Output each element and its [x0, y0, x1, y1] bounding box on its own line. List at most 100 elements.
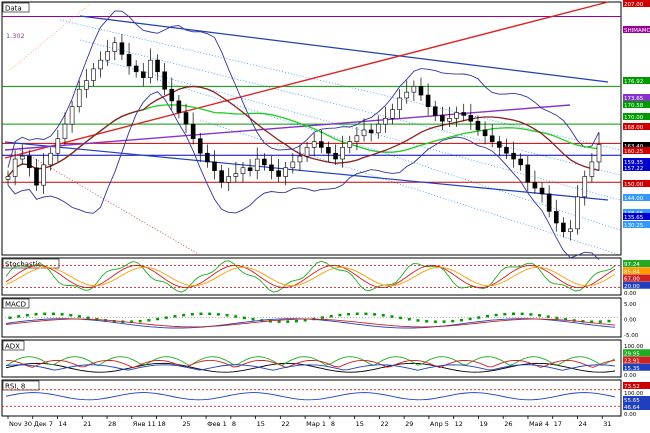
x-tick-label-8: Фев 1 — [207, 420, 227, 428]
x-tick-label-21: Май 4 — [529, 420, 549, 428]
macd-histogram-dot-14 — [130, 320, 134, 323]
panel-title-box-4 — [2, 380, 40, 391]
candle-body-61 — [440, 115, 445, 122]
candle-body-36 — [262, 158, 267, 166]
x-tick-label-15: 22 — [380, 420, 388, 428]
macd-histogram-dot-15 — [138, 319, 142, 323]
candle-body-45 — [326, 147, 331, 154]
macd-histogram-dot-27 — [242, 316, 246, 320]
candle-body-4 — [34, 167, 39, 186]
macd-histogram-dot-19 — [173, 315, 177, 318]
price-axis-tag-4 — [623, 101, 650, 108]
candle-body-69 — [497, 141, 502, 148]
candle-body-21 — [155, 59, 160, 73]
candle-body-64 — [461, 112, 467, 116]
indicator-axis-tag-4-3 — [623, 403, 650, 410]
macd-histogram-dot-45 — [399, 316, 403, 320]
candle-body-17 — [126, 54, 132, 67]
candle-body-65 — [468, 115, 474, 122]
indicator-axis-label-4-2: 55.65 — [624, 398, 640, 404]
macd-histogram-dot-7 — [69, 313, 73, 317]
candle-body-11 — [84, 80, 89, 90]
stochastic-slow — [5, 266, 616, 287]
macd-histogram-dot-17 — [156, 317, 160, 321]
candle-body-0 — [5, 176, 11, 180]
macd-histogram-dot-0 — [8, 316, 12, 319]
indicator-axis-tag-1-3 — [623, 281, 650, 289]
panel-title-box-1 — [2, 258, 60, 269]
macd-histogram-dot-42 — [373, 313, 377, 316]
candle-body-24 — [176, 100, 182, 113]
indicator-axis-tag-1-2 — [623, 274, 650, 282]
purple-trend-line — [4, 104, 571, 151]
price-axis-tag-12 — [623, 194, 650, 201]
panel-title-0: Data — [5, 5, 22, 13]
x-tick-label-14: 15 — [356, 420, 364, 428]
panel-title-4: RSI, 8 — [5, 383, 25, 391]
price-axis-label-2: 176.92 — [624, 79, 643, 85]
panel-title-box-2 — [2, 298, 30, 309]
candle-body-15 — [112, 42, 118, 52]
price-axis-tag-10 — [623, 164, 650, 171]
candle-body-34 — [247, 167, 253, 171]
macd-histogram-dot-65 — [572, 319, 576, 322]
candle-body-58 — [418, 86, 424, 96]
price-axis-label-15: 130.25 — [624, 223, 644, 229]
x-tick-label-1: Дек 7 — [34, 420, 53, 428]
macd-histogram-dot-40 — [355, 312, 359, 316]
price-axis-tag-6 — [623, 123, 650, 130]
indicator-axis-tag-3-3 — [623, 363, 650, 371]
macd-histogram-dot-24 — [216, 313, 220, 316]
candle-body-70 — [504, 147, 509, 154]
candle-body-48 — [347, 141, 353, 148]
candle-body-52 — [375, 123, 381, 134]
macd-histogram-dot-21 — [190, 312, 194, 316]
panel-title-box-0 — [2, 2, 30, 13]
candle-body-38 — [276, 170, 281, 177]
candle-body-25 — [183, 112, 189, 125]
candle-body-50 — [361, 129, 367, 137]
stochastic-d — [5, 264, 616, 289]
candle-body-29 — [212, 161, 217, 171]
macd-histogram-dot-36 — [321, 316, 325, 319]
macd-histogram-dot-31 — [277, 320, 281, 323]
candle-body-62 — [447, 118, 452, 122]
macd-histogram-dot-56 — [494, 313, 498, 317]
macd-histogram-dot-49 — [433, 320, 437, 323]
panel-title-2: MACD — [5, 301, 26, 309]
bollinger-upper — [7, 10, 600, 168]
candle-body-14 — [105, 51, 110, 61]
candle-body-72 — [518, 158, 523, 166]
macd-histogram-dot-37 — [329, 315, 333, 318]
candle-body-57 — [411, 86, 417, 93]
macd-histogram-dot-63 — [555, 316, 559, 320]
indicator-axis-label-4-1: 100.00 — [624, 391, 644, 397]
indicator-axis-label-2-0: 5.00 — [624, 302, 637, 308]
panel-title-box-3 — [2, 340, 25, 351]
price-annotation: 1.302 — [6, 32, 25, 40]
macd-histogram-dot-48 — [425, 320, 429, 323]
price-axis-tag-15 — [623, 221, 650, 228]
macd-histogram-dot-69 — [607, 319, 611, 323]
candle-body-12 — [91, 68, 96, 81]
x-tick-label-7: 25 — [182, 420, 190, 428]
panel-frame-1 — [1, 257, 622, 296]
indicator-axis-tag-4-2 — [623, 396, 650, 403]
macd-signal — [5, 318, 616, 328]
macd-histogram-dot-67 — [590, 320, 594, 323]
price-axis-tag-1 — [623, 26, 650, 33]
candle-body-10 — [76, 88, 82, 107]
candle-body-68 — [489, 135, 495, 142]
x-tick-label-2: 14 — [59, 420, 67, 428]
macd-histogram-dot-18 — [164, 316, 168, 319]
price-axis-tag-11 — [623, 180, 650, 187]
macd-histogram-dot-68 — [598, 320, 602, 323]
indicator-axis-label-3-4: 0.00 — [624, 373, 637, 379]
candle-body-20 — [148, 59, 153, 78]
x-tick-label-20: 26 — [504, 420, 512, 428]
x-tick-label-18: 12 — [455, 420, 463, 428]
x-tick-label-13: 8 — [331, 420, 335, 428]
candle-body-67 — [482, 129, 488, 137]
